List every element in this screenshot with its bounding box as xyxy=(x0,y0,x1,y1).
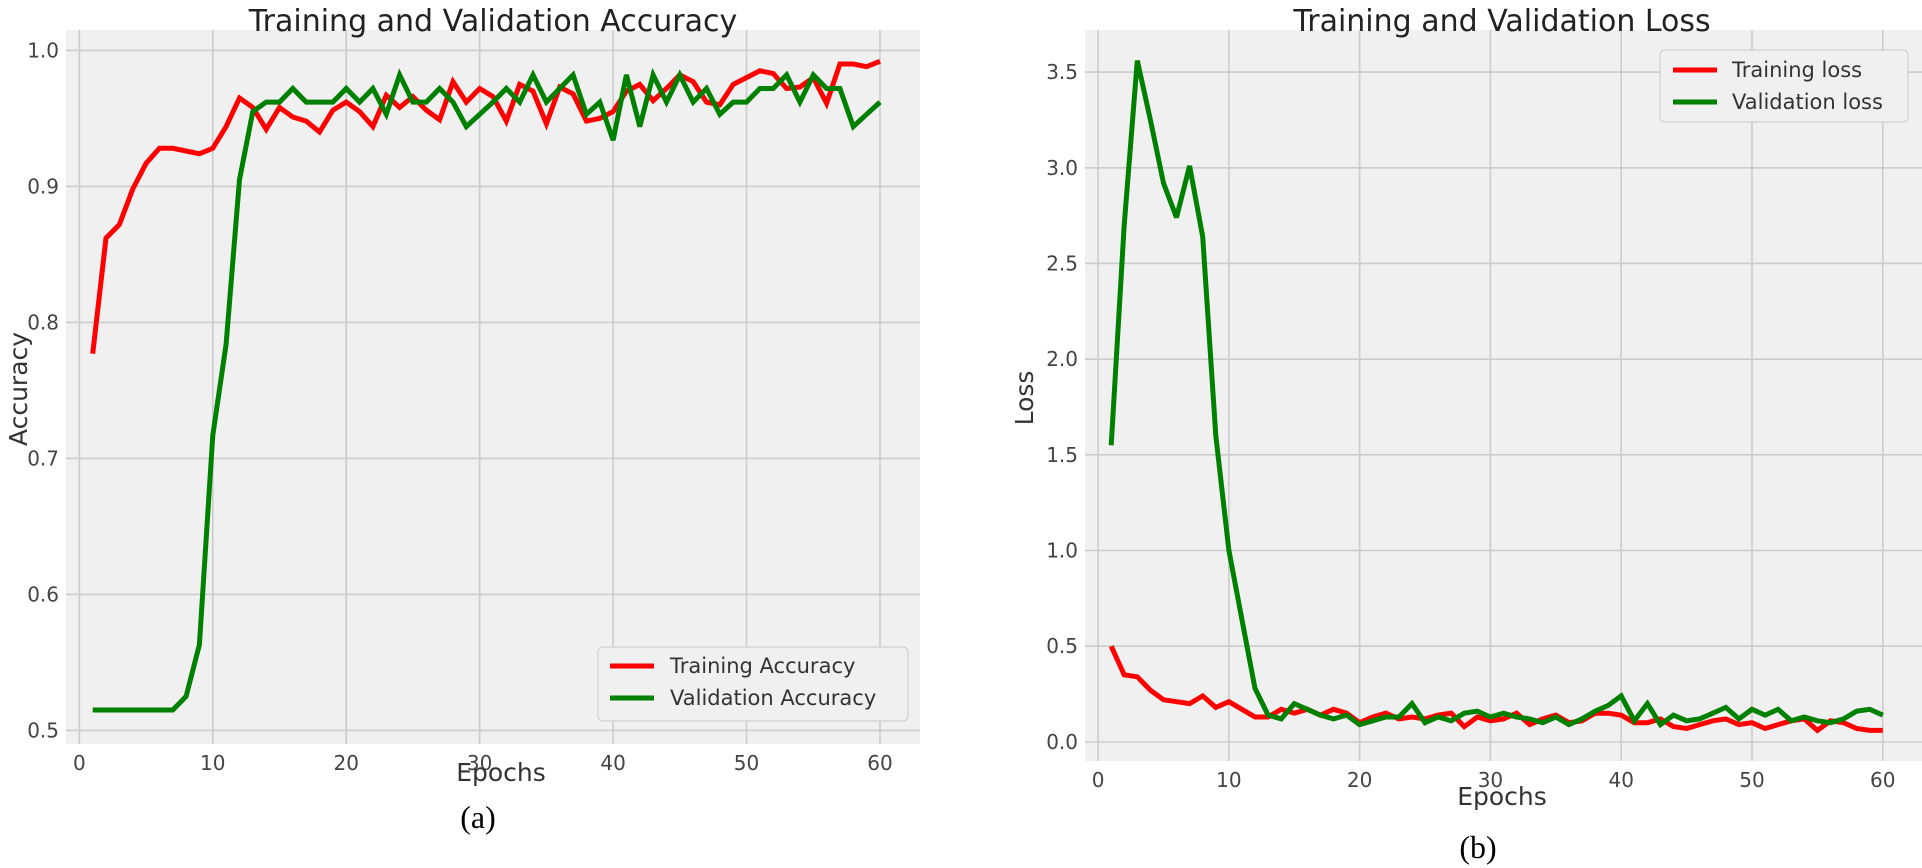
accuracy-x-axis-label: Epochs xyxy=(456,758,546,787)
loss-y-tick-label: 3.0 xyxy=(1046,156,1078,180)
loss-y-tick-label: 0.5 xyxy=(1046,634,1078,658)
loss-legend-box xyxy=(1659,49,1909,123)
accuracy-legend-box xyxy=(597,646,909,722)
accuracy-y-axis-label: Accuracy xyxy=(4,332,33,446)
loss-series xyxy=(1108,60,1884,734)
accuracy-x-tick-label: 20 xyxy=(333,751,358,775)
loss-tick-labels: 0 10 20 30 40 50 60 0.0 0.5 1.0 1.5 2.0 2.5 3.0 3.5 xyxy=(1046,60,1895,792)
loss-x-tick-label: 0 xyxy=(1092,768,1105,792)
accuracy-legend: Training Accuracy Validation Accuracy xyxy=(597,646,909,722)
loss-x-tick-label: 50 xyxy=(1739,768,1764,792)
accuracy-y-tick-label: 0.9 xyxy=(27,174,59,198)
loss-training-series-line xyxy=(1108,645,1883,734)
loss-y-tick-label: 2.0 xyxy=(1046,347,1078,371)
accuracy-y-tick-label: 0.6 xyxy=(27,582,59,606)
accuracy-legend-label-validation: Validation Accuracy xyxy=(670,686,876,710)
accuracy-legend-label-training: Training Accuracy xyxy=(669,654,855,678)
accuracy-x-tick-label: 10 xyxy=(200,751,225,775)
accuracy-x-tick-label: 40 xyxy=(600,751,625,775)
loss-y-tick-label: 1.0 xyxy=(1046,539,1078,563)
accuracy-y-tick-label: 0.5 xyxy=(27,718,59,742)
loss-chart: 0 10 20 30 40 50 60 0.0 0.5 1.0 1.5 2.0 2.5 3.0 3.5 Tr… xyxy=(1010,4,1922,865)
loss-x-tick-label: 20 xyxy=(1347,768,1372,792)
loss-y-tick-label: 3.5 xyxy=(1046,60,1078,84)
loss-x-tick-label: 10 xyxy=(1216,768,1241,792)
accuracy-plot-area xyxy=(66,30,920,744)
accuracy-y-tick-label: 1.0 xyxy=(27,38,59,62)
accuracy-caption: (a) xyxy=(460,799,496,835)
loss-chart-title: Training and Validation Loss xyxy=(1292,4,1710,39)
loss-plot-area xyxy=(1085,30,1922,761)
accuracy-y-tick-label: 0.7 xyxy=(27,446,59,470)
loss-legend-label-validation: Validation loss xyxy=(1732,90,1883,114)
loss-validation-series-line xyxy=(1108,60,1884,729)
loss-legend: Training loss Validation loss xyxy=(1659,49,1909,123)
accuracy-x-tick-label: 30 xyxy=(467,751,492,775)
accuracy-y-tick-label: 0.8 xyxy=(27,310,59,334)
accuracy-x-tick-label: 50 xyxy=(734,751,759,775)
accuracy-x-tick-label: 60 xyxy=(867,751,892,775)
loss-x-tick-label: 30 xyxy=(1478,768,1503,792)
loss-x-tick-label: 40 xyxy=(1608,768,1633,792)
loss-x-tick-label: 60 xyxy=(1870,768,1895,792)
loss-y-tick-label: 0.0 xyxy=(1046,730,1078,754)
loss-caption: (b) xyxy=(1459,829,1496,865)
accuracy-series xyxy=(90,58,882,713)
loss-y-tick-label: 2.5 xyxy=(1046,251,1078,275)
loss-y-axis-label: Loss xyxy=(1010,371,1039,426)
accuracy-x-tick-label: 0 xyxy=(73,751,86,775)
accuracy-chart-title: Training and Validation Accuracy xyxy=(248,4,738,39)
accuracy-training-series-line xyxy=(90,58,881,354)
loss-x-axis-label: Epochs xyxy=(1457,782,1547,811)
accuracy-validation-series-line xyxy=(92,67,882,713)
loss-y-tick-label: 1.5 xyxy=(1046,443,1078,467)
accuracy-chart: 0 10 20 30 40 50 60 0.5 0.6 0.7 0.8 0.9 1.0 Training… xyxy=(4,4,920,835)
accuracy-tick-labels: 0 10 20 30 40 50 60 0.5 0.6 0.7 0.8 0.9 1.0 xyxy=(27,38,893,775)
loss-legend-label-training: Training loss xyxy=(1731,58,1862,82)
accuracy-gridlines xyxy=(66,30,920,744)
